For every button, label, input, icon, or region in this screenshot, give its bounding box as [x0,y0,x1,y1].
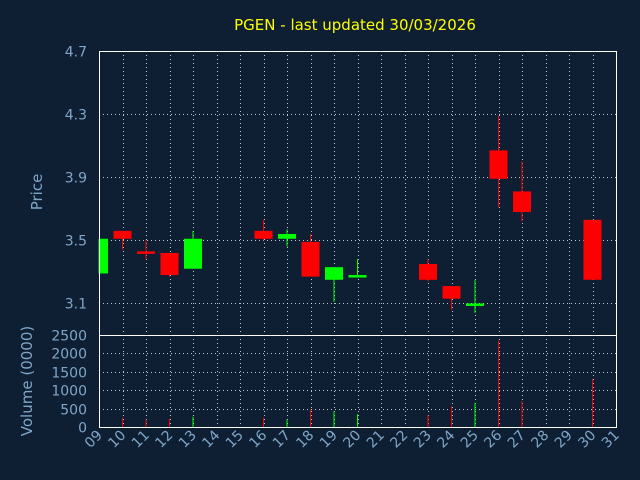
x-tick-label: 26 [481,427,505,451]
candle-body [184,238,202,269]
x-tick-label: 10 [105,428,129,452]
price-tick-label: 3.5 [65,234,87,250]
x-tick-label: 27 [505,428,529,452]
x-tick-label: 19 [317,428,341,452]
candle-body [278,234,296,239]
candle-body [442,286,461,299]
candle-body [113,230,132,239]
x-tick-label: 23 [411,428,435,452]
price-tick-label: 4.3 [65,108,87,124]
price-axis-label: Price [28,174,46,211]
x-tick-label: 24 [434,427,458,451]
plot-frames [99,51,617,428]
candle-body [325,267,343,280]
x-tick-label: 18 [293,428,317,452]
volume-tick-label: 2500 [51,329,87,345]
x-tick-label: 20 [340,428,364,452]
candle-body [513,191,531,212]
volume-tick-label: 1500 [51,366,87,382]
tick-labels: 09 10 11 12 13 14 15 16 17 18 19 20 21 22 23 24 25 26 27 28… [51,45,622,452]
price-tick-label: 3.9 [65,171,87,187]
x-tick-label: 21 [364,428,388,452]
x-axis-label: Day [332,458,362,476]
x-tick-label: 29 [552,428,576,452]
x-tick-label: 28 [528,428,552,452]
x-tick-label: 14 [199,427,223,451]
price-tick-label: 3.1 [65,297,87,313]
candle-body [254,230,273,239]
volume-bars [122,340,593,427]
x-tick-label: 12 [152,428,176,452]
x-tick-label: 17 [270,428,294,452]
candle-body [160,252,179,276]
volume-axis-label: Volume (0000) [18,326,36,436]
candle-body [137,251,155,254]
candle-body [348,275,367,278]
x-tick-label: 16 [246,427,270,451]
price-plot-frame [99,51,617,336]
candle-body [301,241,320,277]
grid [99,51,616,427]
x-tick-label: 31 [599,428,623,452]
candle-body [466,303,484,306]
price-tick-label: 4.7 [65,45,87,61]
volume-plot-frame [99,335,617,428]
candle-body [99,238,108,274]
volume-tick-label: 2000 [51,347,87,363]
x-tick-label: 30 [575,428,599,452]
volume-tick-label: 500 [60,403,87,419]
candle-body [489,150,508,179]
volume-tick-label: 0 [78,421,87,437]
volume-tick-label: 1000 [51,384,87,400]
candle-body [583,219,602,280]
x-tick-label: 11 [129,428,153,452]
candles [98,115,602,313]
x-tick-label: 13 [176,428,200,452]
candle-body [419,264,437,280]
x-tick-label: 15 [223,428,247,452]
x-tick-label: 22 [387,428,411,452]
chart-title: PGEN - last updated 30/03/2026 [234,16,476,34]
x-tick-label: 25 [458,428,482,452]
